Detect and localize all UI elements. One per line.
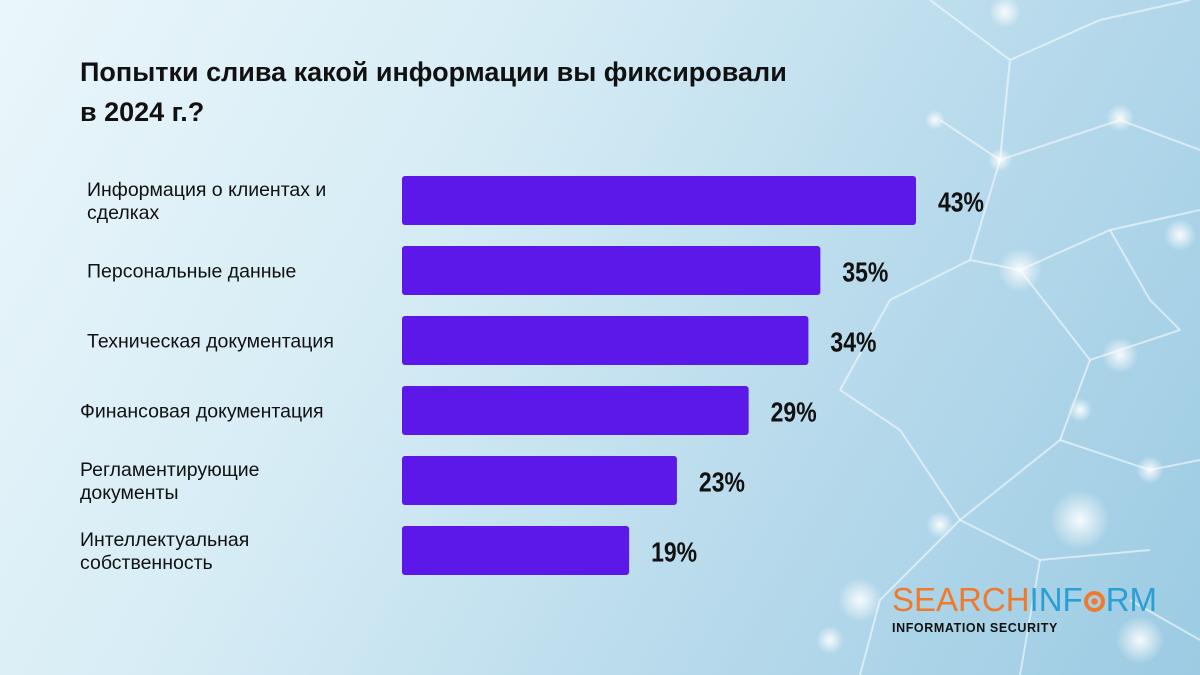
value-label-5: 23%	[699, 467, 745, 498]
category-label-1-line-2: сделках	[87, 202, 160, 224]
bar-6	[402, 526, 630, 575]
category-label-6-line-1: Интеллектуальная	[80, 529, 249, 551]
logo-wordmark: SEARCHINF RM	[892, 583, 1157, 617]
value-label-3: 34%	[830, 327, 876, 358]
category-label-3-line-1: Техническая документация	[87, 331, 334, 353]
bar-5	[402, 456, 677, 505]
category-label-4-line-1: Финансовая документация	[80, 401, 324, 423]
searchinform-logo: SEARCHINF RM INFORMATION SECURITY	[892, 583, 1157, 636]
category-label-6-line-2: собственность	[80, 552, 213, 574]
chart-title-line-2: в 2024 г.?	[80, 97, 205, 127]
category-label-1-line-1: Информация о клиентах и	[87, 179, 326, 201]
logo-part-2: INF	[1029, 581, 1083, 618]
logo-tagline: INFORMATION SECURITY	[892, 621, 1058, 635]
bar-4	[402, 386, 749, 435]
bar-3	[402, 316, 809, 365]
logo-o-icon	[1083, 591, 1105, 612]
logo-part-1: SEARCH	[892, 581, 1030, 618]
value-label-1: 43%	[938, 187, 984, 218]
chart-title-line-1: Попытки слива какой информации вы фиксир…	[80, 57, 787, 87]
category-label-5-line-1: Регламентирующие	[80, 459, 260, 481]
value-label-4: 29%	[771, 397, 817, 428]
value-label-2: 35%	[842, 257, 888, 288]
bar-2	[402, 246, 821, 295]
value-label-6: 19%	[651, 537, 697, 568]
chart-title: Попытки слива какой информации вы фиксир…	[80, 52, 900, 132]
category-label-5-line-2: документы	[80, 482, 178, 504]
logo-part-3: RM	[1105, 581, 1158, 618]
bar-1	[402, 176, 916, 225]
category-label-2-line-1: Персональные данные	[87, 261, 296, 283]
